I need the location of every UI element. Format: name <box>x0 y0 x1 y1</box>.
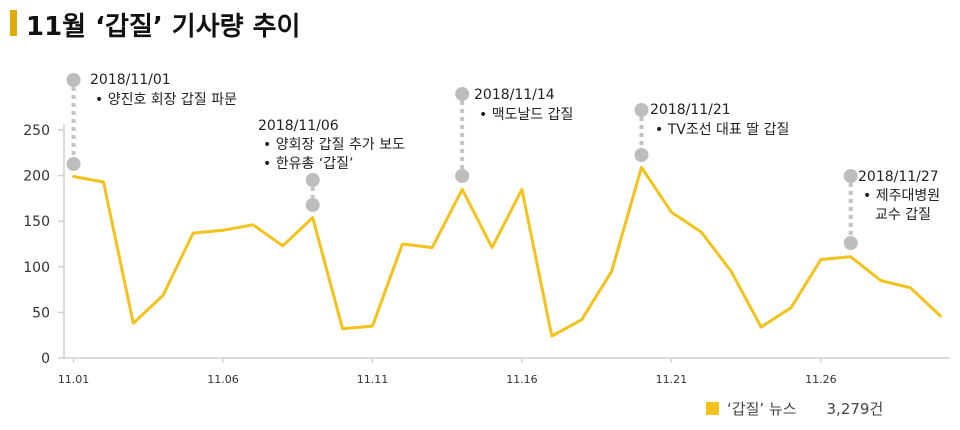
annotation-item: • 제주대병원 <box>863 188 940 204</box>
y-tick-label: 150 <box>23 214 50 230</box>
annotation-marker <box>66 73 81 87</box>
annotation-date: 2018/11/21 <box>650 102 731 118</box>
annotation-marker <box>843 236 858 250</box>
annotation-date: 2018/11/06 <box>258 118 339 134</box>
annotation-item: • TV조선 대표 딸 갑질 <box>655 122 789 138</box>
x-tick-label: 11.06 <box>207 373 239 386</box>
annotation-date: 2018/11/14 <box>474 87 555 103</box>
annotation-item: • 한유총 ‘갑질’ <box>263 156 353 172</box>
title-accent-bar <box>10 10 17 36</box>
annotation-marker <box>634 148 649 162</box>
x-tick-label: 11.26 <box>805 373 837 386</box>
y-tick-label: 250 <box>23 123 50 139</box>
annotation-item: • 양회장 갑질 추가 보도 <box>263 137 405 153</box>
annotation-date: 2018/11/27 <box>858 169 939 185</box>
chart-title: 11월 ‘갑질’ 기사량 추이 <box>26 12 301 42</box>
annotation-marker <box>455 87 470 101</box>
legend-total: 3,279건 <box>826 400 884 418</box>
legend-series-label: ‘갑질’ 뉴스 <box>727 400 797 418</box>
annotation-marker <box>305 173 320 187</box>
series-line <box>72 165 942 338</box>
legend: ‘갑질’ 뉴스 3,279건 <box>706 398 883 419</box>
annotation-marker <box>634 103 649 117</box>
y-tick-label: 100 <box>23 260 50 276</box>
x-tick-label: 11.01 <box>58 373 90 386</box>
annotation-item: 교수 갑질 <box>875 207 931 223</box>
annotation-marker <box>455 169 470 183</box>
annotation-item: • 양진호 회장 갑질 파문 <box>95 92 237 108</box>
y-tick-label: 200 <box>23 169 50 185</box>
annotation-item: • 맥도날드 갑질 <box>479 107 573 123</box>
annotation-marker <box>843 169 858 183</box>
annotation-marker <box>305 198 320 212</box>
x-tick-label: 11.11 <box>357 373 389 386</box>
x-tick-label: 11.21 <box>656 373 688 386</box>
legend-swatch <box>706 402 719 415</box>
y-tick-label: 50 <box>32 305 50 321</box>
annotation-marker <box>66 157 81 171</box>
x-tick-label: 11.16 <box>506 373 538 386</box>
annotation-date: 2018/11/01 <box>90 72 171 88</box>
y-tick-label: 0 <box>41 351 50 367</box>
